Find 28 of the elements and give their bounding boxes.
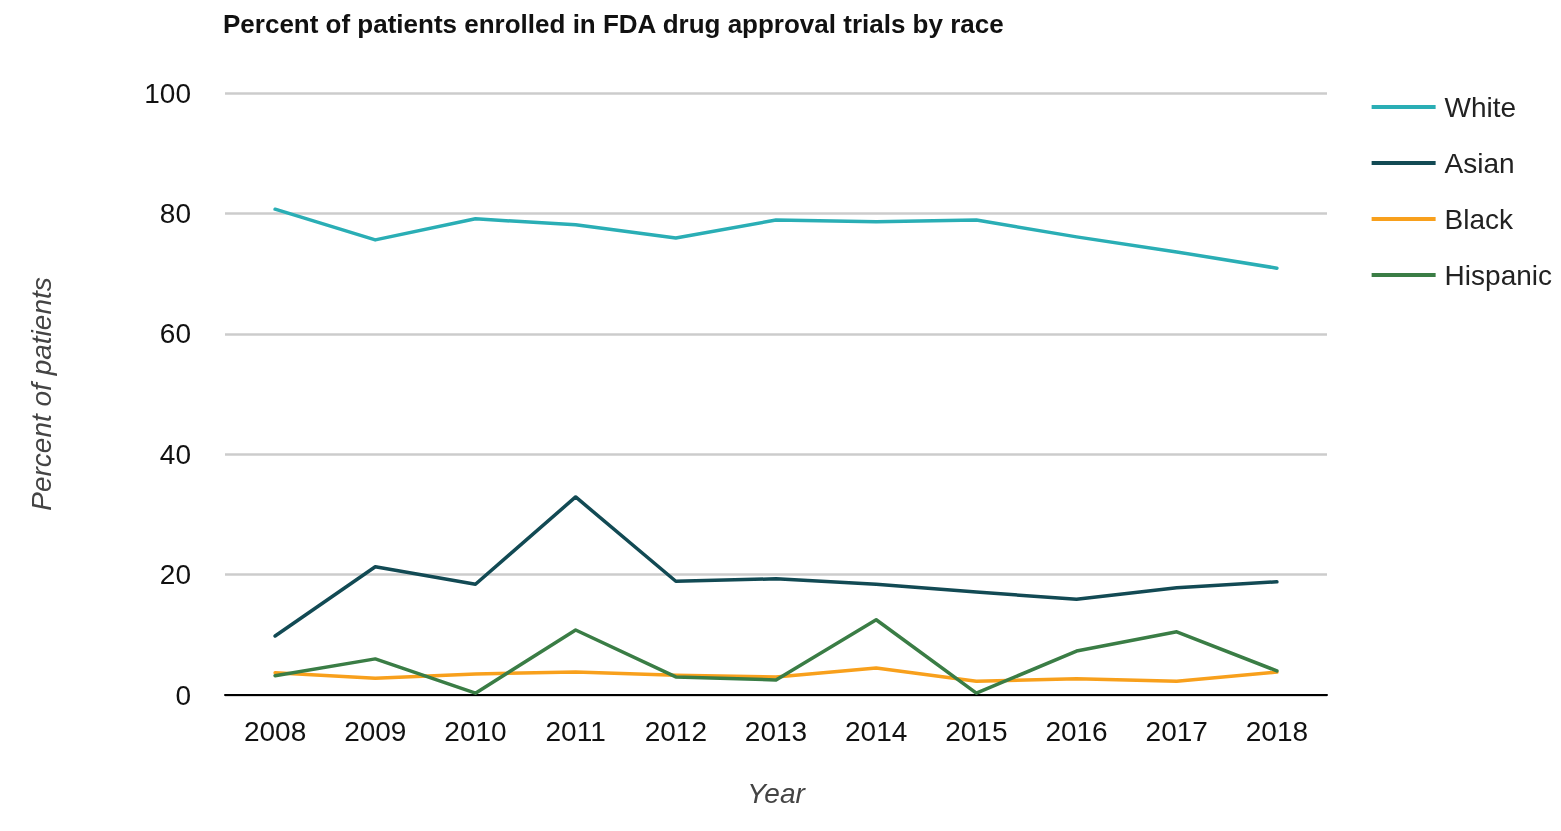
- line-series: [273, 618, 1279, 695]
- legend-label: Asian: [1444, 147, 1515, 179]
- legend-label: Black: [1444, 203, 1515, 235]
- chart-title: Percent of patients enrolled in FDA drug approval trials by race: [223, 9, 1004, 39]
- x-tick-label: 2013: [744, 715, 808, 747]
- line-series: [273, 666, 1279, 683]
- legend-label: White: [1444, 91, 1517, 123]
- y-tick-label: 60: [159, 318, 191, 350]
- y-tick-label: 20: [159, 559, 191, 591]
- y-tick-label: 100: [144, 77, 191, 109]
- legend-label: Hispanic: [1444, 259, 1553, 291]
- x-tick-label: 2009: [344, 715, 407, 747]
- line-series: [273, 207, 1279, 270]
- x-tick-label: 2014: [845, 715, 908, 747]
- line-series: [273, 495, 1279, 638]
- x-tick-label: 2012: [644, 715, 707, 747]
- x-tick-label: 2008: [243, 715, 307, 747]
- x-tick-label: 2017: [1145, 715, 1208, 747]
- x-tick-label: 2015: [945, 715, 1008, 747]
- x-tick-label: 2010: [444, 715, 507, 747]
- y-axis-title: Percent of patients: [25, 277, 57, 511]
- x-tick-label: 2011: [545, 715, 606, 747]
- x-tick-label: 2016: [1045, 715, 1108, 747]
- x-tick-label: 2018: [1245, 715, 1309, 747]
- x-axis-title: Year: [747, 777, 807, 809]
- y-tick-label: 0: [175, 679, 191, 711]
- y-tick-label: 40: [159, 438, 191, 470]
- y-tick-label: 80: [159, 197, 191, 229]
